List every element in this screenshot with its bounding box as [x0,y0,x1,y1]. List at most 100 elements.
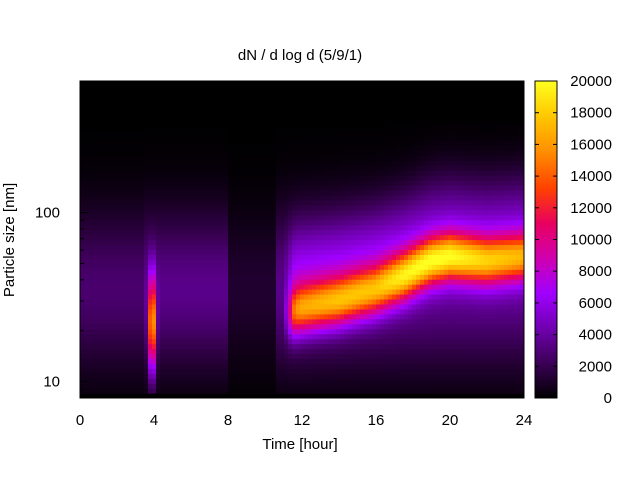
heatmap-cell [252,224,257,231]
heatmap-cell [288,363,293,369]
heatmap-cell [200,328,205,335]
heatmap-cell [348,378,353,384]
heatmap-cell [296,90,301,97]
heatmap-cell [296,219,301,226]
heatmap-cell [336,199,341,206]
heatmap-cell [288,368,293,374]
heatmap-cell [260,388,265,394]
heatmap-cell [256,368,261,374]
heatmap-cell [280,145,285,151]
heatmap-cell [332,249,337,255]
heatmap-cell [340,318,345,325]
heatmap-cell [280,165,285,171]
heatmap-cell [228,388,233,394]
heatmap-cell [168,90,173,97]
heatmap-cell [272,219,277,226]
heatmap-cell [352,145,357,151]
heatmap-cell [80,155,85,161]
heatmap-cell [216,120,221,127]
heatmap-cell [296,199,301,206]
heatmap-cell [136,199,141,206]
heatmap-cell [348,189,353,196]
heatmap-cell [256,170,261,176]
heatmap-cell [348,293,353,300]
heatmap-cell [136,378,141,384]
heatmap-cell [204,249,209,255]
heatmap-cell [244,293,249,300]
heatmap-cell [284,269,289,275]
heatmap-cell [268,308,273,315]
heatmap-cell [316,224,321,231]
heatmap-cell [376,100,381,107]
heatmap-cell [192,383,197,389]
heatmap-cell [240,393,245,398]
heatmap-cell [384,249,389,255]
heatmap-cell [340,383,345,389]
heatmap-cell [216,388,221,394]
heatmap-cell [116,348,121,355]
heatmap-cell [244,328,249,335]
heatmap-cell [220,293,225,300]
heatmap-cell [232,120,237,127]
heatmap-cell [92,194,97,201]
heatmap-cell [112,115,117,122]
heatmap-cell [308,239,313,246]
heatmap-cell [224,333,229,340]
heatmap-cell [364,100,369,107]
heatmap-cell [200,254,205,260]
heatmap-cell [328,353,333,359]
heatmap-cell [160,90,165,97]
heatmap-cell [164,199,169,206]
heatmap-cell [304,194,309,201]
heatmap-cell [372,383,377,389]
heatmap-cell [116,289,121,295]
heatmap-cell [380,303,385,310]
heatmap-cell [88,214,93,221]
heatmap-cell [156,81,161,87]
heatmap-cell [168,229,173,236]
heatmap-cell [324,323,329,330]
heatmap-cell [176,318,181,325]
heatmap-cell [296,269,301,275]
heatmap-cell [128,303,133,310]
heatmap-cell [144,189,149,196]
heatmap-cell [288,313,293,320]
heatmap-cell [388,85,393,92]
heatmap-cell [344,239,349,246]
heatmap-cell [384,120,389,127]
heatmap-cell [120,323,125,330]
heatmap-cell [96,160,101,166]
heatmap-cell [176,284,181,290]
heatmap-cell [140,264,145,270]
heatmap-cell [184,254,189,260]
heatmap-cell [336,353,341,359]
heatmap-cell [156,165,161,171]
heatmap-cell [116,219,121,226]
heatmap-cell [348,388,353,394]
heatmap-cell [224,348,229,355]
heatmap-cell [340,219,345,226]
heatmap-cell [92,348,97,355]
heatmap-cell [240,298,245,305]
heatmap-cell [364,185,369,191]
heatmap-cell [364,264,369,270]
heatmap-cell [212,303,217,310]
heatmap-cell [380,194,385,201]
heatmap-cell [228,189,233,196]
heatmap-cell [184,214,189,221]
heatmap-cell [252,219,257,226]
heatmap-cell [384,264,389,270]
heatmap-cell [164,328,169,335]
heatmap-cell [160,323,165,330]
heatmap-cell [292,145,297,151]
heatmap-cell [200,185,205,191]
heatmap-cell [172,328,177,335]
heatmap-cell [248,373,253,379]
heatmap-cell [204,90,209,97]
heatmap-cell [120,100,125,107]
heatmap-cell [128,189,133,196]
heatmap-cell [220,259,225,265]
heatmap-cell [248,239,253,246]
heatmap-cell [168,333,173,340]
heatmap-cell [184,209,189,216]
